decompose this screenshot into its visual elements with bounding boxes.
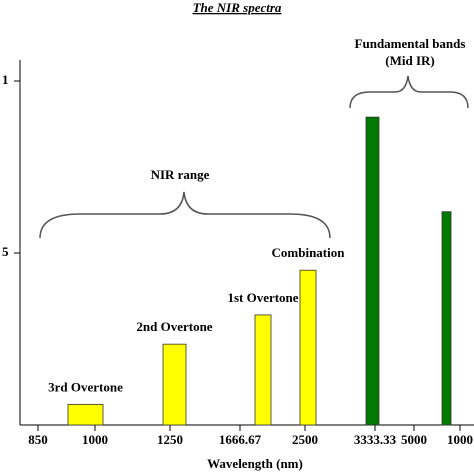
x-tick-label: 1000	[447, 432, 473, 447]
bar	[67, 403, 104, 426]
x-tick-label: 1666.67	[219, 432, 262, 447]
bar-label: 2nd Overtone	[136, 319, 212, 334]
bar-label: 3rd Overtone	[48, 379, 123, 394]
y-tick-label: 5	[2, 244, 9, 259]
y-tick-label: 1	[2, 72, 9, 87]
x-axis-label: Wavelength (nm)	[207, 456, 303, 471]
brace	[349, 75, 469, 109]
bar	[254, 314, 272, 426]
bar-label: Combination	[272, 245, 346, 260]
x-tick-label: 1000	[82, 432, 108, 447]
x-tick-label: 2500	[292, 432, 318, 447]
chart-title: The NIR spectra	[193, 0, 282, 15]
bar	[441, 211, 452, 426]
annotation: Fundamental bands	[355, 36, 466, 51]
brace	[39, 191, 331, 239]
x-tick-label: 1250	[157, 432, 183, 447]
bar	[162, 343, 187, 426]
x-tick-label: 3333.33	[354, 432, 397, 447]
x-tick-label: 850	[28, 432, 48, 447]
bar	[365, 116, 380, 426]
x-tick-label: 5000	[401, 432, 427, 447]
bar-label: 1st Overtone	[227, 290, 298, 305]
bar	[299, 269, 317, 426]
annotation: NIR range	[151, 167, 210, 182]
annotation: (Mid IR)	[385, 53, 434, 68]
